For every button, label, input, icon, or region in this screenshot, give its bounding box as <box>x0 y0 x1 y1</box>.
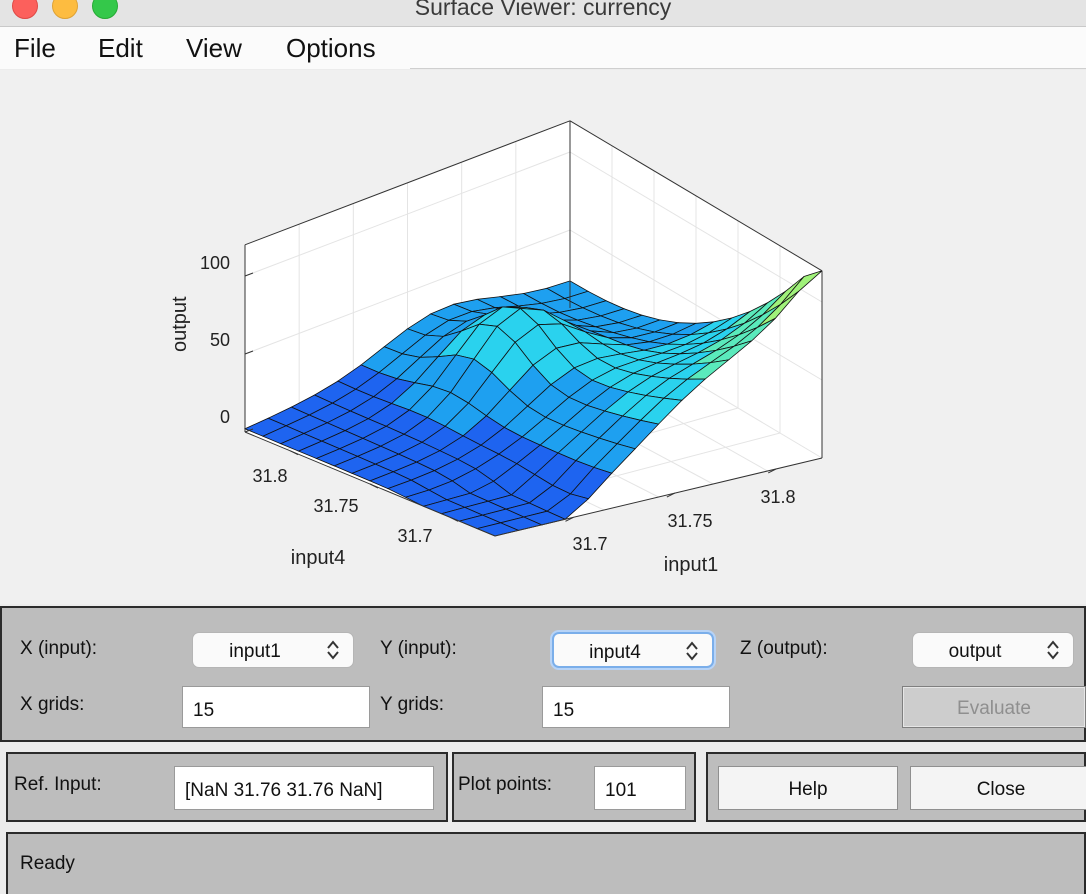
title-bar: Surface Viewer: currency <box>0 0 1086 27</box>
plot-labels: 0 50 100 output 31.8 31.75 31.7 input4 3… <box>169 253 796 576</box>
menu-bar-divider <box>410 68 1086 69</box>
x-tick <box>767 468 777 474</box>
gridline <box>244 151 571 277</box>
plot-axes <box>244 120 823 537</box>
x-input-select[interactable]: input1 <box>192 632 354 668</box>
window-title: Surface Viewer: currency <box>414 0 672 20</box>
z-output-label: Z (output): <box>740 638 828 659</box>
box-edge <box>244 120 571 246</box>
action-buttons-panel: Help Close <box>706 752 1086 822</box>
z-tick <box>244 272 254 277</box>
plot-area: 0 50 100 output 31.8 31.75 31.7 input4 3… <box>0 70 1086 604</box>
status-bar <box>6 832 1086 894</box>
surface-plot[interactable]: 0 50 100 output 31.8 31.75 31.7 input4 3… <box>0 70 1086 604</box>
y-input-select[interactable]: input4 <box>552 632 714 668</box>
updown-arrows-icon <box>327 640 339 660</box>
evaluate-button[interactable]: Evaluate <box>902 686 1086 728</box>
y-input-label: Y (input): <box>380 638 457 659</box>
status-text: Ready <box>20 853 75 874</box>
x-tick-label: 31.7 <box>572 534 607 554</box>
ref-input-label: Ref. Input: <box>14 774 102 795</box>
y-input-value: input4 <box>589 642 641 663</box>
menu-file[interactable]: File <box>14 33 56 63</box>
x-input-value: input1 <box>229 641 281 662</box>
y-tick <box>369 483 379 489</box>
z-tick-label: 100 <box>200 253 230 273</box>
y-tick <box>289 450 299 456</box>
gridline <box>569 151 823 303</box>
menu-view[interactable]: View <box>186 33 242 63</box>
x-tick <box>565 516 574 522</box>
z-tick-label: 50 <box>210 330 230 350</box>
menu-edit[interactable]: Edit <box>98 33 143 63</box>
x-grids-field[interactable]: 15 <box>182 686 370 728</box>
x-tick-label: 31.75 <box>667 511 712 531</box>
y-tick-label: 31.75 <box>313 496 358 516</box>
z-tick-label: 0 <box>220 407 230 427</box>
x-grids-label: X grids: <box>20 694 85 715</box>
y-tick-label: 31.8 <box>252 466 287 486</box>
x-tick <box>666 492 676 498</box>
x-tick-label: 31.8 <box>760 487 795 507</box>
menu-bar <box>0 27 1086 69</box>
input-selection-panel: X (input): input1 Y (input): input4 Z (o… <box>0 606 1086 742</box>
plot-points-field[interactable]: 101 <box>594 766 686 810</box>
box-edge <box>569 120 823 272</box>
updown-arrows-icon <box>1047 640 1059 660</box>
maximize-window-button[interactable] <box>92 0 118 19</box>
y-axis-label: input4 <box>291 547 346 569</box>
z-tick <box>244 350 254 355</box>
x-axis-line <box>494 457 823 537</box>
close-button[interactable]: Close <box>910 766 1086 810</box>
x-input-label: X (input): <box>20 638 98 659</box>
y-grids-field[interactable]: 15 <box>542 686 730 728</box>
menu-options[interactable]: Options <box>286 33 376 63</box>
updown-arrows-icon <box>686 641 698 661</box>
gridline <box>569 229 823 381</box>
ref-input-field[interactable]: [NaN 31.76 31.76 NaN] <box>174 766 434 810</box>
y-tick <box>449 516 459 522</box>
surface-mesh <box>243 270 823 537</box>
help-button[interactable]: Help <box>718 766 898 810</box>
x-axis-label: input1 <box>664 554 719 576</box>
gridline <box>244 229 571 355</box>
ref-input-panel: Ref. Input: [NaN 31.76 31.76 NaN] <box>6 752 448 822</box>
plot-points-panel: Plot points: 101 <box>452 752 696 822</box>
z-axis-label: output <box>169 296 191 352</box>
z-tick <box>244 428 254 433</box>
y-tick-label: 31.7 <box>397 526 432 546</box>
minimize-window-button[interactable] <box>52 0 78 19</box>
z-output-select[interactable]: output <box>912 632 1074 668</box>
y-grids-label: Y grids: <box>380 694 445 715</box>
close-window-button[interactable] <box>12 0 38 19</box>
plot-points-label: Plot points: <box>458 774 552 795</box>
z-output-value: output <box>948 641 1002 662</box>
